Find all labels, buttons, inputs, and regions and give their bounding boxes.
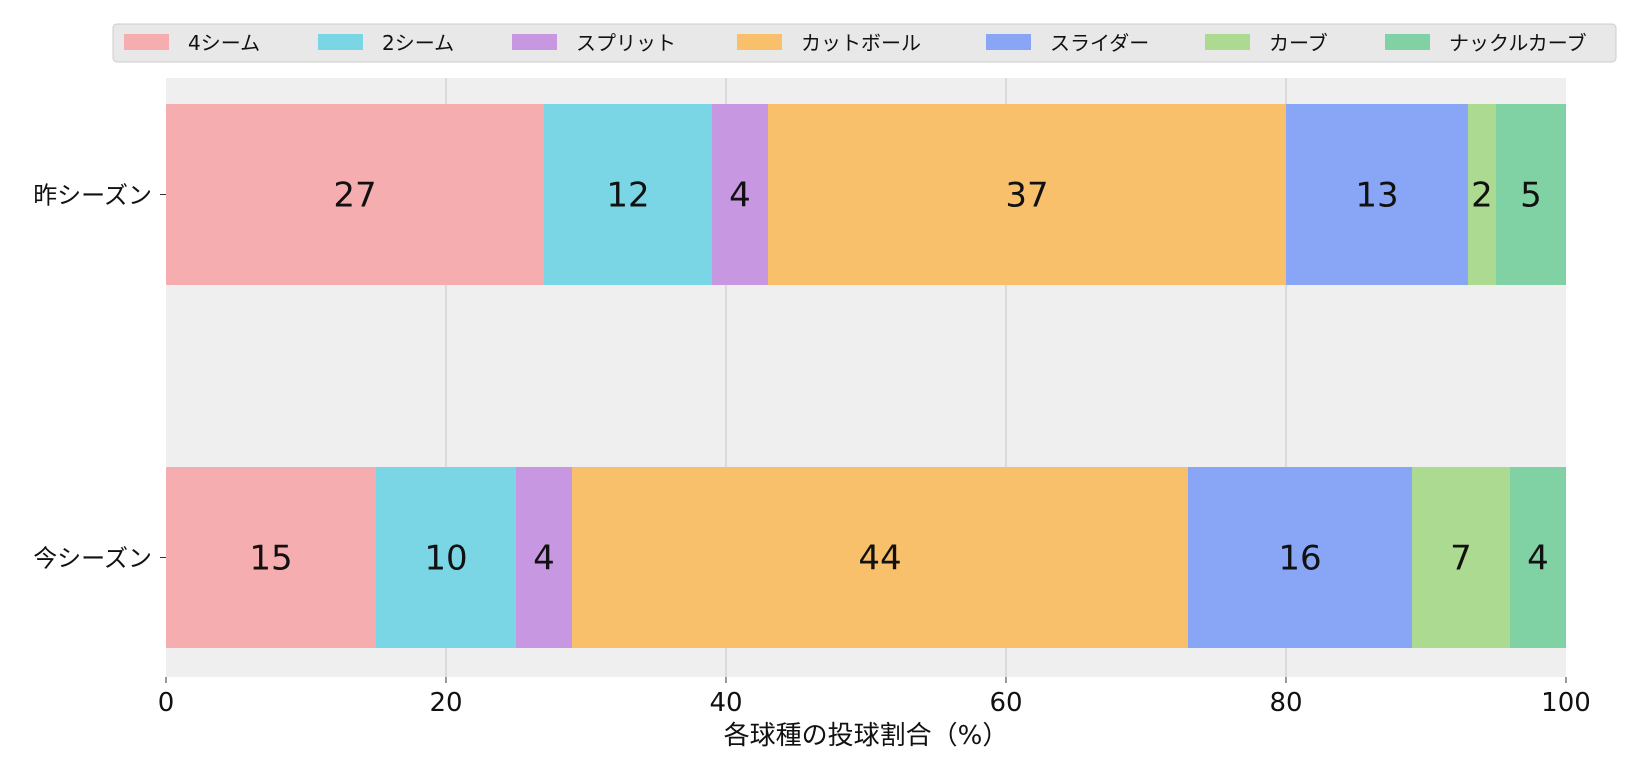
bar-segment — [516, 467, 572, 648]
x-tick-label: 40 — [709, 688, 742, 718]
legend-swatch — [1385, 34, 1430, 50]
category-label: 昨シーズン — [33, 182, 152, 210]
legend-label: スプリット — [576, 31, 676, 55]
category-label: 今シーズン — [33, 545, 152, 573]
bar-value-label: 10 — [424, 539, 467, 579]
bar-value-label: 16 — [1278, 539, 1321, 579]
bar-segment — [572, 467, 1188, 648]
bar-segment — [1188, 467, 1412, 648]
bars: 27 12 4 37 13 2 515 10 4 44 16 7 4 — [166, 104, 1566, 648]
bar-segment — [376, 467, 516, 648]
x-tick-label: 60 — [989, 688, 1022, 718]
bar-value-label: 5 — [1520, 176, 1542, 216]
x-tick-label: 20 — [429, 688, 462, 718]
bar-value-label: 7 — [1450, 539, 1472, 579]
legend-box — [112, 23, 1617, 63]
bar-value-label: 4 — [533, 539, 555, 579]
legend-swatch — [318, 34, 363, 50]
bar-segment — [544, 104, 712, 285]
legend-swatch — [737, 34, 782, 50]
x-tick-label: 80 — [1269, 688, 1302, 718]
bar-value-label: 2 — [1471, 176, 1493, 216]
legend-swatch — [124, 34, 169, 50]
legend-label: カットボール — [801, 31, 921, 55]
legend: 4シーム 2シーム スプリット カットボール スライダー カーブ ナックルカーブ — [112, 23, 1617, 63]
legend-swatch — [1205, 34, 1250, 50]
legend-label: ナックルカーブ — [1449, 31, 1587, 55]
legend-label: 4シーム — [188, 31, 260, 55]
bar-value-label: 12 — [606, 176, 649, 216]
legend-swatch — [986, 34, 1031, 50]
bar-value-label: 27 — [333, 176, 376, 216]
bar-segment — [768, 104, 1286, 285]
bar-segment — [712, 104, 768, 285]
x-axis-title: 各球種の投球割合（%） — [724, 721, 1009, 751]
bar-segment — [166, 104, 544, 285]
bar-segment — [1510, 467, 1566, 648]
bar-segment — [1468, 104, 1496, 285]
x-axis: 0 20 40 60 80 100 — [158, 677, 1591, 718]
bar-value-label: 4 — [1527, 539, 1549, 579]
bar-value-label: 44 — [858, 539, 901, 579]
bar-segment — [1286, 104, 1468, 285]
legend-label: カーブ — [1269, 31, 1328, 55]
bar-segment — [166, 467, 376, 648]
bar-value-label: 37 — [1005, 176, 1048, 216]
legend-swatch — [512, 34, 557, 50]
legend-label: スライダー — [1050, 31, 1149, 55]
bar-value-label: 15 — [249, 539, 292, 579]
bar-value-label: 13 — [1355, 176, 1398, 216]
bar-segment — [1496, 104, 1566, 285]
legend-label: 2シーム — [382, 31, 454, 55]
x-tick-label: 0 — [158, 688, 175, 718]
x-tick-label: 100 — [1541, 688, 1591, 718]
bar-segment — [1412, 467, 1510, 648]
bar-value-label: 4 — [729, 176, 751, 216]
